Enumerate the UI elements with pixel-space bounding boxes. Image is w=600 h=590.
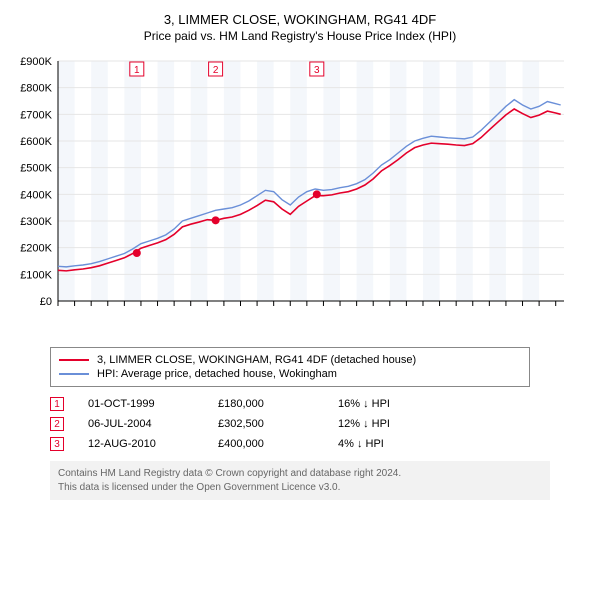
footer-line: Contains HM Land Registry data © Crown c…: [58, 467, 542, 481]
legend-label: 3, LIMMER CLOSE, WOKINGHAM, RG41 4DF (de…: [97, 354, 416, 366]
sale-dot: [133, 249, 141, 257]
attribution-footer: Contains HM Land Registry data © Crown c…: [50, 461, 550, 500]
y-tick-label: £500K: [20, 163, 52, 175]
sale-marker: 1: [50, 397, 64, 411]
sale-row: 1 01-OCT-1999£180,00016% ↓ HPI: [50, 397, 590, 411]
y-tick-label: £900K: [20, 56, 52, 68]
sale-marker-number: 3: [314, 65, 320, 76]
sale-marker-number: 2: [213, 65, 219, 76]
footer-line: This data is licensed under the Open Gov…: [58, 481, 542, 495]
y-tick-label: £300K: [20, 216, 52, 228]
sale-row: 3 12-AUG-2010£400,0004% ↓ HPI: [50, 437, 590, 451]
y-tick-label: £700K: [20, 109, 52, 121]
sale-dot: [313, 190, 321, 198]
y-tick-label: £200K: [20, 243, 52, 255]
legend-label: HPI: Average price, detached house, Woki…: [97, 368, 337, 380]
sale-marker-number: 1: [134, 65, 140, 76]
legend: 3, LIMMER CLOSE, WOKINGHAM, RG41 4DF (de…: [50, 347, 530, 387]
sale-marker: 3: [50, 437, 64, 451]
y-tick-label: £800K: [20, 83, 52, 95]
page-subtitle: Price paid vs. HM Land Registry's House …: [10, 29, 590, 43]
sale-date: 06-JUL-2004: [88, 418, 218, 430]
sales-table: 1 01-OCT-1999£180,00016% ↓ HPI 2 06-JUL-200…: [50, 397, 590, 451]
sale-date: 01-OCT-1999: [88, 398, 218, 410]
sale-marker: 2: [50, 417, 64, 431]
y-tick-label: £400K: [20, 189, 52, 201]
legend-row: 3, LIMMER CLOSE, WOKINGHAM, RG41 4DF (de…: [59, 354, 521, 366]
sale-dot: [212, 216, 220, 224]
sale-price: £302,500: [218, 418, 338, 430]
sale-price: £400,000: [218, 438, 338, 450]
legend-row: HPI: Average price, detached house, Woki…: [59, 368, 521, 380]
legend-swatch: [59, 359, 89, 361]
y-tick-label: £100K: [20, 269, 52, 281]
sale-row: 2 06-JUL-2004£302,50012% ↓ HPI: [50, 417, 590, 431]
sale-diff: 4% ↓ HPI: [338, 438, 458, 450]
sale-date: 12-AUG-2010: [88, 438, 218, 450]
price-chart: £0 £100K £200K £300K £400K £500K £600K £700K £80…: [10, 51, 590, 341]
y-tick-label: £0: [40, 296, 52, 308]
y-tick-label: £600K: [20, 136, 52, 148]
page-title: 3, LIMMER CLOSE, WOKINGHAM, RG41 4DF: [10, 12, 590, 27]
sale-diff: 16% ↓ HPI: [338, 398, 458, 410]
sale-diff: 12% ↓ HPI: [338, 418, 458, 430]
sale-price: £180,000: [218, 398, 338, 410]
legend-swatch: [59, 373, 89, 375]
